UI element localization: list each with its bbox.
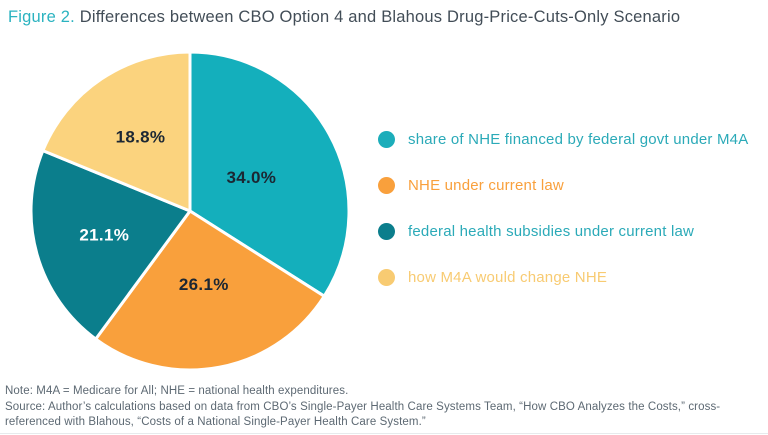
source-line-1: Source: Author’s calculations based on d… xyxy=(5,400,721,413)
legend-dot-0 xyxy=(378,130,395,148)
legend-label-0: share of NHE financed by federal govt un… xyxy=(408,130,749,148)
chart-legend: share of NHE financed by federal govt un… xyxy=(378,130,766,314)
legend-dot-3 xyxy=(378,268,395,286)
legend-dot-1 xyxy=(378,176,395,194)
pie-slice-label-0: 34.0% xyxy=(226,168,276,187)
legend-item-1: NHE under current law xyxy=(378,176,766,194)
legend-label-2: federal health subsidies under current l… xyxy=(408,222,695,240)
legend-item-0: share of NHE financed by federal govt un… xyxy=(378,130,766,148)
figure-number: Figure 2. xyxy=(8,8,75,26)
pie-slice-label-2: 21.1% xyxy=(79,226,129,245)
source-line-2: referenced with Blahous, “Costs of a Nat… xyxy=(5,416,426,428)
bottom-divider xyxy=(0,433,768,434)
pie-slice-3 xyxy=(41,50,192,213)
pie-slice-2 xyxy=(29,149,192,341)
pie-slice-label-1: 26.1% xyxy=(179,275,229,294)
legend-label-3: how M4A would change NHE xyxy=(408,268,608,286)
pie-slice-1 xyxy=(94,209,326,372)
figure-title: Figure 2. Differences between CBO Option… xyxy=(8,8,680,27)
legend-item-2: federal health subsidies under current l… xyxy=(378,222,766,240)
note-line: Note: M4A = Medicare for All; NHE = nati… xyxy=(5,385,349,397)
figure-title-text: Differences between CBO Option 4 and Bla… xyxy=(74,8,681,26)
pie-chart: 34.0% 26.1% 21.1% 18.8% xyxy=(29,50,351,372)
legend-dot-2 xyxy=(378,222,395,240)
legend-item-3: how M4A would change NHE xyxy=(378,268,766,286)
legend-label-1: NHE under current law xyxy=(408,176,564,194)
figure-notes: Note: M4A = Medicare for All; NHE = nati… xyxy=(5,384,753,431)
pie-slice-label-3: 18.8% xyxy=(116,128,166,147)
